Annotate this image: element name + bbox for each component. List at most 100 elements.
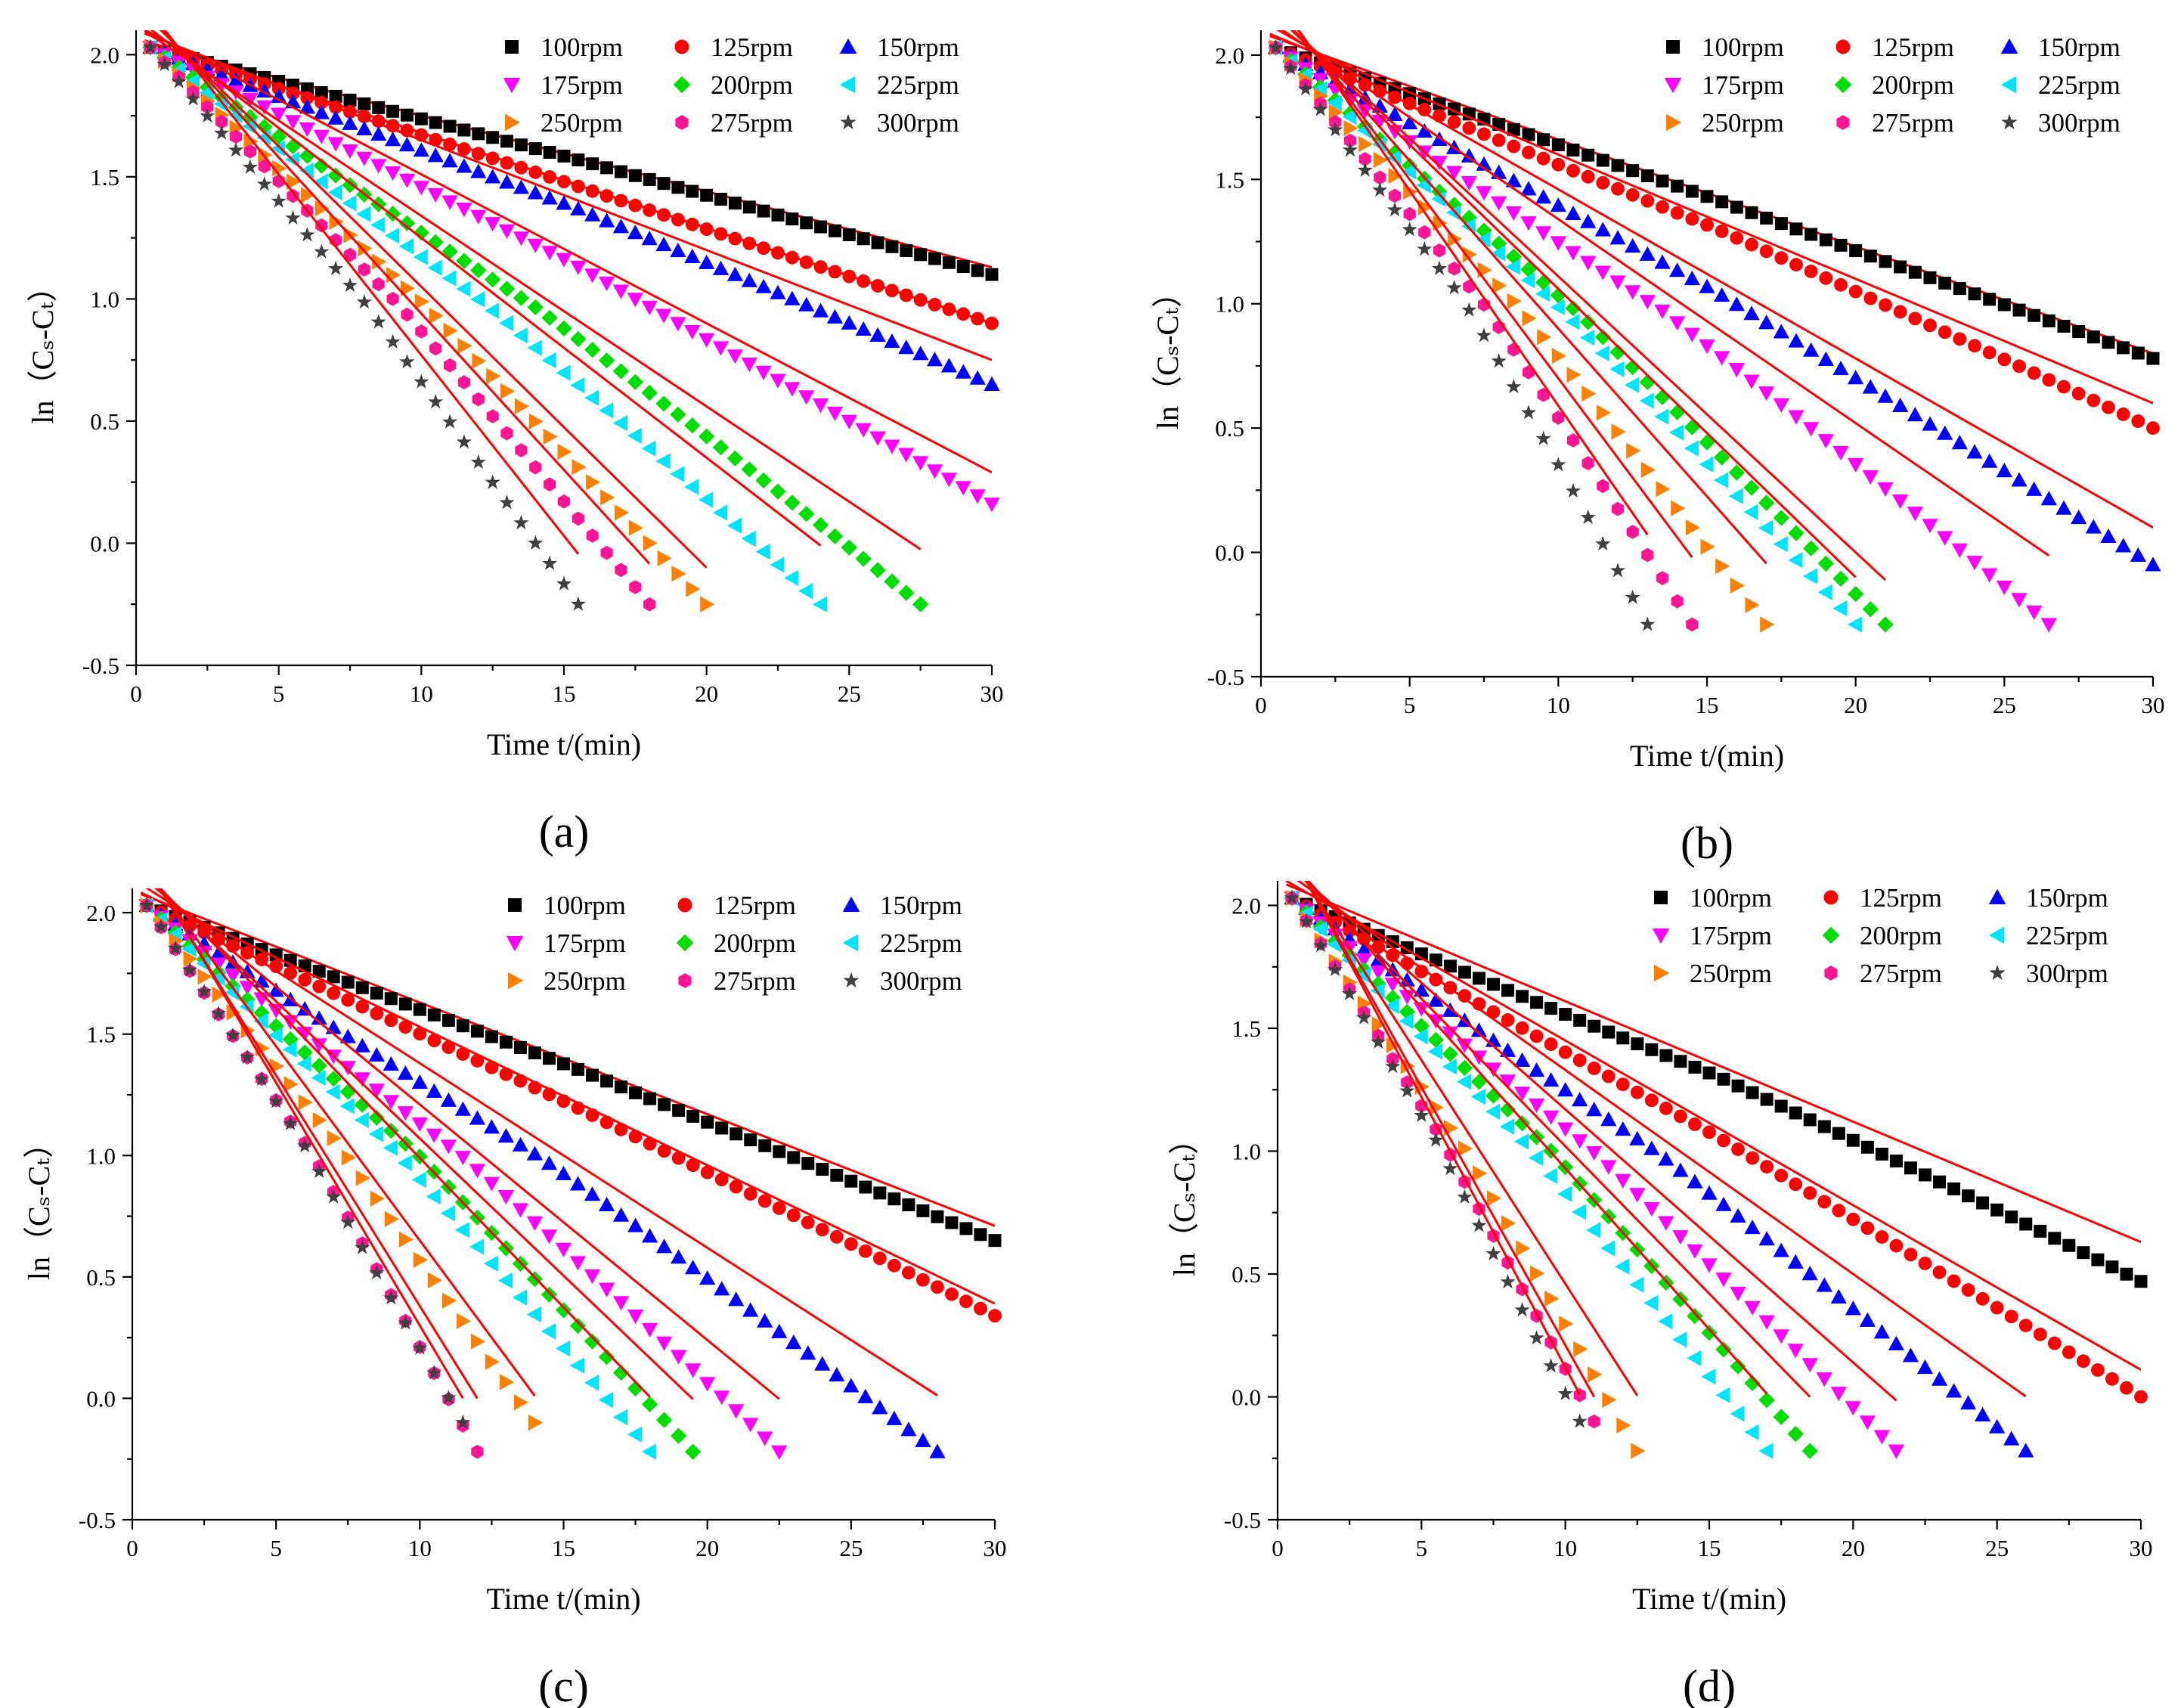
data-point [455, 1414, 471, 1430]
data-point [1758, 1315, 1775, 1330]
legend-marker [1824, 966, 1838, 981]
data-point [269, 1058, 284, 1074]
data-point [541, 1155, 558, 1170]
data-point [182, 962, 198, 977]
data-point [1616, 1077, 1630, 1092]
data-point [1674, 1109, 1687, 1124]
data-point [342, 144, 358, 160]
data-point [1535, 189, 1552, 204]
data-point [2134, 1275, 2148, 1288]
data-point [1471, 1217, 1487, 1232]
data-point [513, 515, 529, 530]
fit-line [1304, 881, 1639, 1396]
data-point [368, 1046, 385, 1062]
data-point [1658, 1313, 1673, 1330]
legend-entry-250rpm: 250rpm [505, 108, 623, 138]
fit-line [159, 888, 651, 1398]
data-point [529, 460, 542, 475]
data-point [956, 260, 970, 274]
data-point [1671, 500, 1686, 516]
data-point [426, 1188, 441, 1205]
data-point [643, 1092, 657, 1105]
data-point [555, 1340, 570, 1357]
data-point [342, 115, 358, 130]
data-point [215, 114, 228, 129]
data-point [670, 317, 686, 332]
data-point [325, 1071, 342, 1087]
data-point [1745, 597, 1760, 613]
data-point [1860, 1221, 1875, 1235]
data-point [1462, 107, 1476, 121]
data-point [1550, 197, 1566, 212]
data-point [1951, 435, 1968, 450]
data-point [1730, 1358, 1746, 1375]
data-point [197, 969, 212, 985]
data-point [1491, 353, 1507, 368]
data-point [557, 443, 572, 460]
data-point [1715, 1387, 1730, 1403]
data-point [714, 192, 728, 206]
data-point [1505, 259, 1520, 275]
data-point [1918, 1257, 1932, 1270]
data-point [1580, 314, 1597, 330]
data-point [1327, 961, 1343, 977]
fit-line [160, 888, 464, 1400]
data-point [898, 584, 915, 601]
data-point [225, 1027, 241, 1043]
data-point [513, 1074, 528, 1088]
data-point [755, 278, 772, 293]
data-point [358, 240, 373, 257]
data-point [643, 203, 657, 217]
data-point [1817, 1120, 1831, 1133]
y-tick-label: 2.0 [1231, 893, 1261, 919]
data-point [1588, 1366, 1603, 1383]
data-point [441, 270, 457, 287]
data-point [1877, 616, 1894, 633]
data-point [572, 1062, 585, 1076]
data-point [1990, 1203, 2004, 1217]
data-point [557, 175, 571, 189]
data-point [1386, 948, 1400, 962]
data-point [1892, 397, 1909, 412]
data-point [313, 129, 330, 144]
data-point [1371, 136, 1386, 153]
data-point [726, 517, 742, 534]
data-point [969, 489, 986, 504]
data-point [372, 277, 385, 292]
data-point [1773, 536, 1788, 553]
data-point [741, 272, 757, 287]
data-point [1543, 1110, 1560, 1125]
data-point [1685, 519, 1700, 536]
data-point [1461, 302, 1477, 317]
data-point [1758, 494, 1775, 511]
data-point [1816, 1277, 1832, 1292]
data-point [1744, 1220, 1761, 1235]
data-point [902, 1198, 915, 1212]
data-point [1566, 367, 1581, 383]
data-point [528, 142, 542, 156]
data-point [1848, 457, 1864, 473]
data-point [1442, 1046, 1458, 1062]
data-point [313, 157, 330, 174]
legend-marker [503, 78, 521, 94]
data-point [757, 1194, 772, 1208]
data-point [1522, 310, 1537, 327]
data-point [413, 142, 429, 157]
legend-entry-250rpm: 250rpm [1666, 108, 1784, 138]
data-point [1685, 212, 1699, 226]
data-point [543, 146, 556, 160]
data-point [670, 242, 686, 258]
fit-line [144, 30, 992, 474]
data-point [285, 209, 301, 225]
data-point [771, 208, 785, 222]
data-point [615, 563, 627, 578]
y-tick-label: 0.0 [1215, 540, 1244, 566]
data-point [386, 267, 401, 284]
y-tick-label: 1.5 [90, 164, 119, 191]
data-point [486, 367, 501, 384]
data-point [570, 200, 587, 215]
data-point [311, 1057, 327, 1074]
data-point [1283, 60, 1299, 76]
data-point [899, 288, 913, 302]
data-point [1845, 1401, 1861, 1416]
